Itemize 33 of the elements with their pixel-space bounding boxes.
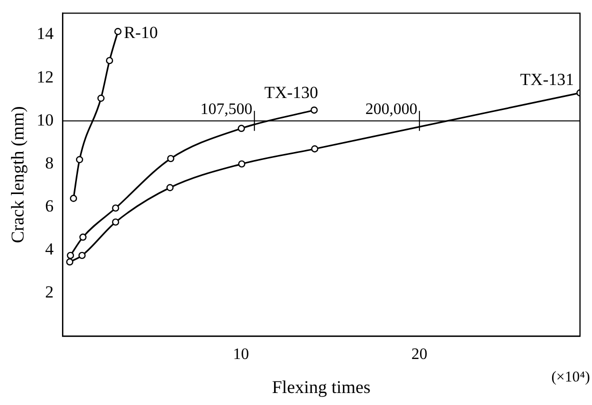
annotation: 107,500 [200, 101, 252, 118]
point [106, 56, 114, 64]
point [79, 234, 87, 241]
y-axis-title: Crack length (mm) [8, 106, 28, 244]
y-tick-label: 8 [45, 153, 54, 172]
point [97, 94, 105, 102]
text: (×10⁴) [551, 370, 590, 386]
series-label: R-10 [124, 22, 158, 42]
series-label: TX-131 [520, 70, 574, 89]
point [238, 160, 246, 168]
point [66, 252, 74, 260]
x-axis-title: Flexing times [272, 376, 371, 397]
point [70, 194, 78, 202]
point [78, 252, 86, 260]
point [311, 145, 318, 152]
point [167, 154, 174, 162]
point [112, 218, 120, 226]
point [76, 156, 84, 164]
y-tick-label: 12 [36, 67, 54, 86]
y-tick-label: 4 [45, 240, 54, 259]
point [112, 204, 120, 212]
x-tick-label: 20 [411, 346, 428, 364]
annotation: 200,000 [365, 101, 418, 118]
point [166, 184, 174, 192]
y-tick-label: 14 [36, 24, 54, 44]
point [66, 258, 74, 266]
point [310, 106, 318, 114]
y-tick-label: 6 [45, 196, 54, 216]
y-tick-label: 2 [45, 282, 54, 302]
y-tick-label: 10 [36, 110, 54, 130]
series-label: TX-130 [264, 83, 318, 102]
point [238, 124, 245, 132]
point [114, 28, 122, 36]
